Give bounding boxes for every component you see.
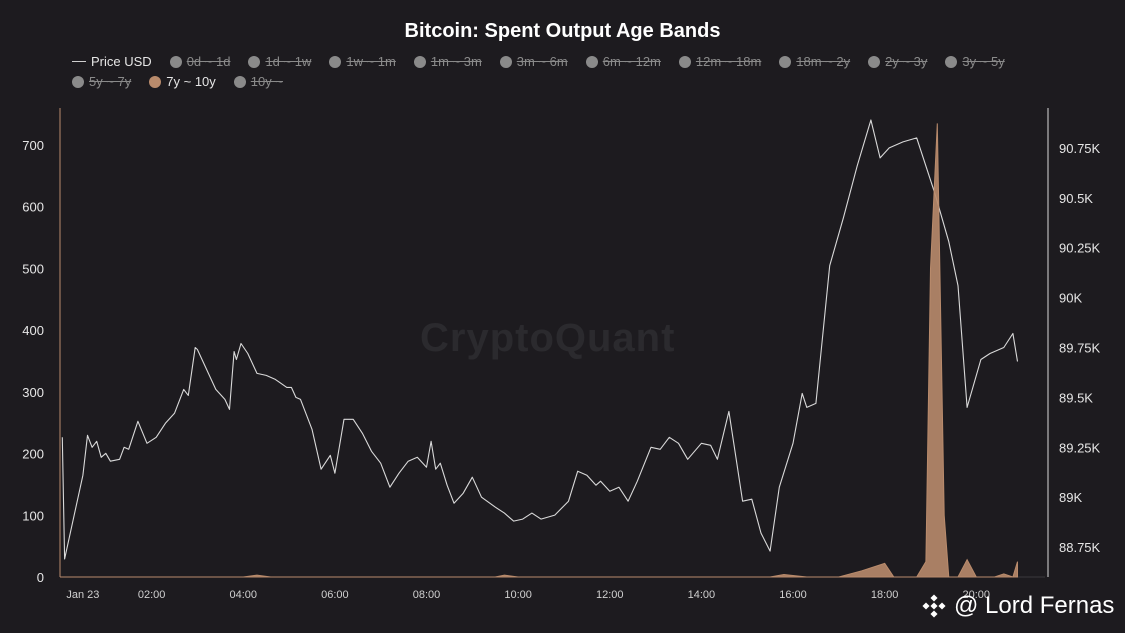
legend-item[interactable]: 12m ~ 18m [678,54,762,69]
legend-item[interactable]: Price USD [72,54,152,69]
y-right-tick-label: 90.75K [1059,141,1101,156]
legend-item[interactable]: 0d ~ 1d [169,54,231,69]
y-left-tick-label: 600 [22,200,44,215]
y-right-tick-label: 89K [1059,490,1082,505]
legend-label: 10y ~ [250,74,283,89]
watermark: CryptoQuant [420,316,676,360]
legend-dot-swatch [678,55,691,68]
legend-label: 18m ~ 2y [796,54,851,69]
y-left-tick-label: 200 [22,447,44,462]
legend-dot-swatch [72,75,84,88]
legend-label: 7y ~ 10y [166,74,216,89]
legend-label: 1m ~ 3m [430,54,482,69]
legend-dot-swatch [499,55,512,68]
legend: Price USD 0d ~ 1d 1d ~ 1w 1w ~ 1m 1m ~ 3m 3m … [72,54,1072,89]
legend-item[interactable]: 1m ~ 3m [413,54,482,69]
chart-title: Bitcoin: Spent Output Age Bands [404,20,721,42]
legend-label: 3y ~ 5y [962,54,1005,69]
y-left-tick-label: 100 [22,508,44,523]
y-right-tick-label: 89.25K [1059,440,1101,455]
legend-label: 1w ~ 1m [346,54,396,69]
y-right-tick-label: 89.75K [1059,340,1101,355]
x-tick-label: 12:00 [596,589,624,601]
x-tick-label: 06:00 [321,589,349,601]
y-right-tick-label: 88.75K [1059,540,1101,555]
legend-label: 6m ~ 12m [602,54,661,69]
legend-dot-swatch [945,55,958,68]
y-left-tick-label: 500 [22,261,44,276]
legend-item[interactable]: 5y ~ 7y [72,74,131,89]
y-left-tick-label: 400 [22,323,44,338]
legend-item[interactable]: 2y ~ 3y [868,54,927,69]
x-tick-label: 04:00 [229,589,257,601]
series-line-price-usd [61,119,1019,560]
x-tick-label: 16:00 [779,589,807,601]
y-left-tick-label: 700 [22,138,44,153]
credit: @ Lord Fernas [922,592,1114,620]
y-right-tick-label: 90K [1059,291,1082,306]
y-right-tick-label: 90.25K [1059,241,1101,256]
legend-dot-swatch [233,75,246,88]
legend-item[interactable]: 10y ~ [233,74,283,89]
legend-dot-swatch [149,75,162,88]
x-tick-label: 14:00 [688,589,716,601]
legend-dot-swatch [329,55,342,68]
legend-label: 2y ~ 3y [885,54,928,69]
legend-item[interactable]: 1w ~ 1m [329,54,396,69]
legend-item[interactable]: 1d ~ 1w [248,54,311,69]
legend-dot-swatch [779,55,792,68]
legend-line-swatch [72,61,86,62]
legend-item[interactable]: 7y ~ 10y [149,74,216,89]
legend-label: 3m ~ 6m [516,54,568,69]
legend-label: 0d ~ 1d [186,54,231,69]
legend-label: 5y ~ 7y [89,74,132,89]
y-left-tick-label: 300 [22,385,44,400]
legend-item[interactable]: 3y ~ 5y [945,54,1005,69]
legend-item[interactable]: 6m ~ 12m [585,54,661,69]
legend-dot-swatch [585,55,598,68]
x-tick-label: 18:00 [871,589,899,601]
y-right-tick-label: 89.5K [1059,390,1093,405]
legend-label: Price USD [91,54,152,69]
x-tick-label: 02:00 [138,589,166,601]
legend-dot-swatch [868,55,881,68]
binance-logo-icon [922,594,946,618]
legend-label: 1d ~ 1w [265,54,312,69]
y-left-tick-label: 0 [37,570,44,585]
legend-dot-swatch [169,55,182,68]
x-tick-label: 10:00 [504,589,532,601]
legend-dot-swatch [248,55,261,68]
x-tick-label: Jan 23 [66,589,99,601]
x-tick-label: 20:00 [963,589,991,601]
y-right-tick-label: 90.5K [1059,191,1093,206]
legend-dot-swatch [413,55,426,68]
series-area-7y-10y [60,123,1018,578]
legend-item[interactable]: 3m ~ 6m [499,54,568,69]
x-tick-label: 08:00 [413,589,441,601]
credit-text: @ Lord Fernas [954,592,1115,619]
legend-item[interactable]: 18m ~ 2y [779,54,850,69]
legend-label: 12m ~ 18m [695,54,762,69]
